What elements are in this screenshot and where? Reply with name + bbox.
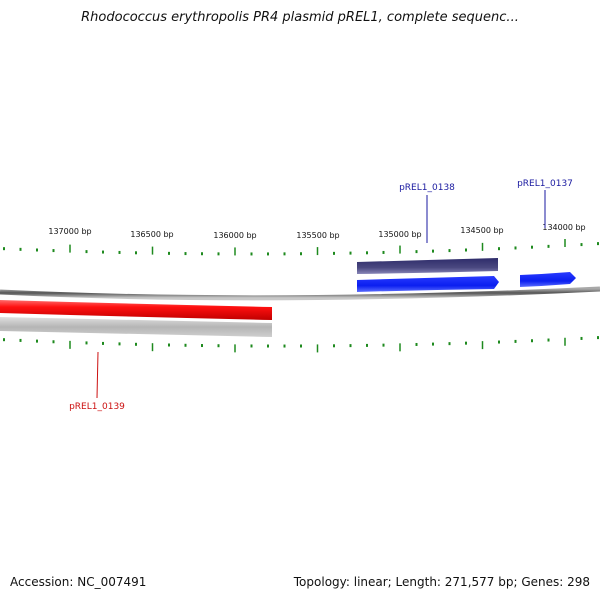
gene-label-pREL1_0139[interactable]: pREL1_0139 bbox=[69, 402, 125, 412]
leader-line-pREL1_0139 bbox=[96, 351, 99, 399]
gene-feature-pREL1_0138[interactable] bbox=[357, 276, 499, 292]
topology-summary: Topology: linear; Length: 271,577 bp; Ge… bbox=[293, 575, 590, 589]
ruler-label: 136500 bp bbox=[130, 230, 173, 239]
ruler-label: 134500 bp bbox=[460, 226, 503, 235]
ruler-label: 135500 bp bbox=[296, 231, 339, 240]
gene-feature-pREL1_0139[interactable] bbox=[0, 300, 272, 320]
ruler-label: 134000 bp bbox=[542, 223, 585, 232]
ruler-label: 137000 bp bbox=[48, 227, 91, 236]
ruler-ticks-bottom bbox=[3, 336, 599, 353]
gene-feature-pREL1_0137[interactable] bbox=[520, 272, 576, 287]
ruler-ticks-top bbox=[3, 238, 599, 256]
gene-label-pREL1_0137[interactable]: pREL1_0137 bbox=[517, 179, 573, 189]
protein-track-pREL1_0139[interactable] bbox=[0, 317, 272, 337]
genome-backbone bbox=[0, 286, 600, 301]
accession-text: Accession: NC_007491 bbox=[10, 575, 147, 589]
ruler-label: 136000 bp bbox=[213, 231, 256, 240]
ruler-labels: 137000 bp 136500 bp 136000 bp 135500 bp … bbox=[48, 223, 585, 240]
map-title: Rhodococcus erythropolis PR4 plasmid pRE… bbox=[81, 10, 519, 25]
gene-label-pREL1_0138[interactable]: pREL1_0138 bbox=[399, 183, 455, 193]
protein-track-pREL1_0138[interactable] bbox=[357, 258, 498, 274]
ruler-label: 135000 bp bbox=[378, 230, 421, 239]
